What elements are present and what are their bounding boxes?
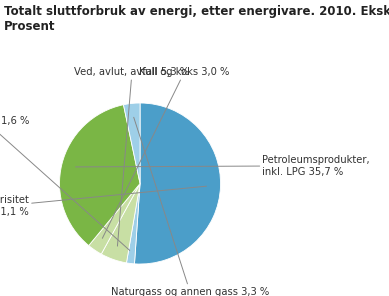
Wedge shape [126, 184, 140, 264]
Text: Fjernvarme 1,6 %: Fjernvarme 1,6 % [0, 116, 130, 250]
Text: Petroleumsprodukter,
inkl. LPG 35,7 %: Petroleumsprodukter, inkl. LPG 35,7 % [75, 155, 370, 177]
Text: Kull og koks 3,0 %: Kull og koks 3,0 % [102, 67, 230, 238]
Wedge shape [101, 184, 140, 263]
Text: Totalt sluttforbruk av energi, etter energivare. 2010. Ekskl. råstoff.
Prosent: Totalt sluttforbruk av energi, etter ene… [4, 3, 389, 33]
Wedge shape [123, 103, 140, 184]
Text: Naturgass og annen gass 3,3 %: Naturgass og annen gass 3,3 % [111, 117, 269, 296]
Wedge shape [135, 103, 221, 264]
Wedge shape [60, 105, 140, 246]
Wedge shape [89, 184, 140, 254]
Text: Ved, avlut, avfall 5,3 %: Ved, avlut, avfall 5,3 % [74, 67, 189, 246]
Text: Elektrisitet
51,1 %: Elektrisitet 51,1 % [0, 186, 207, 217]
